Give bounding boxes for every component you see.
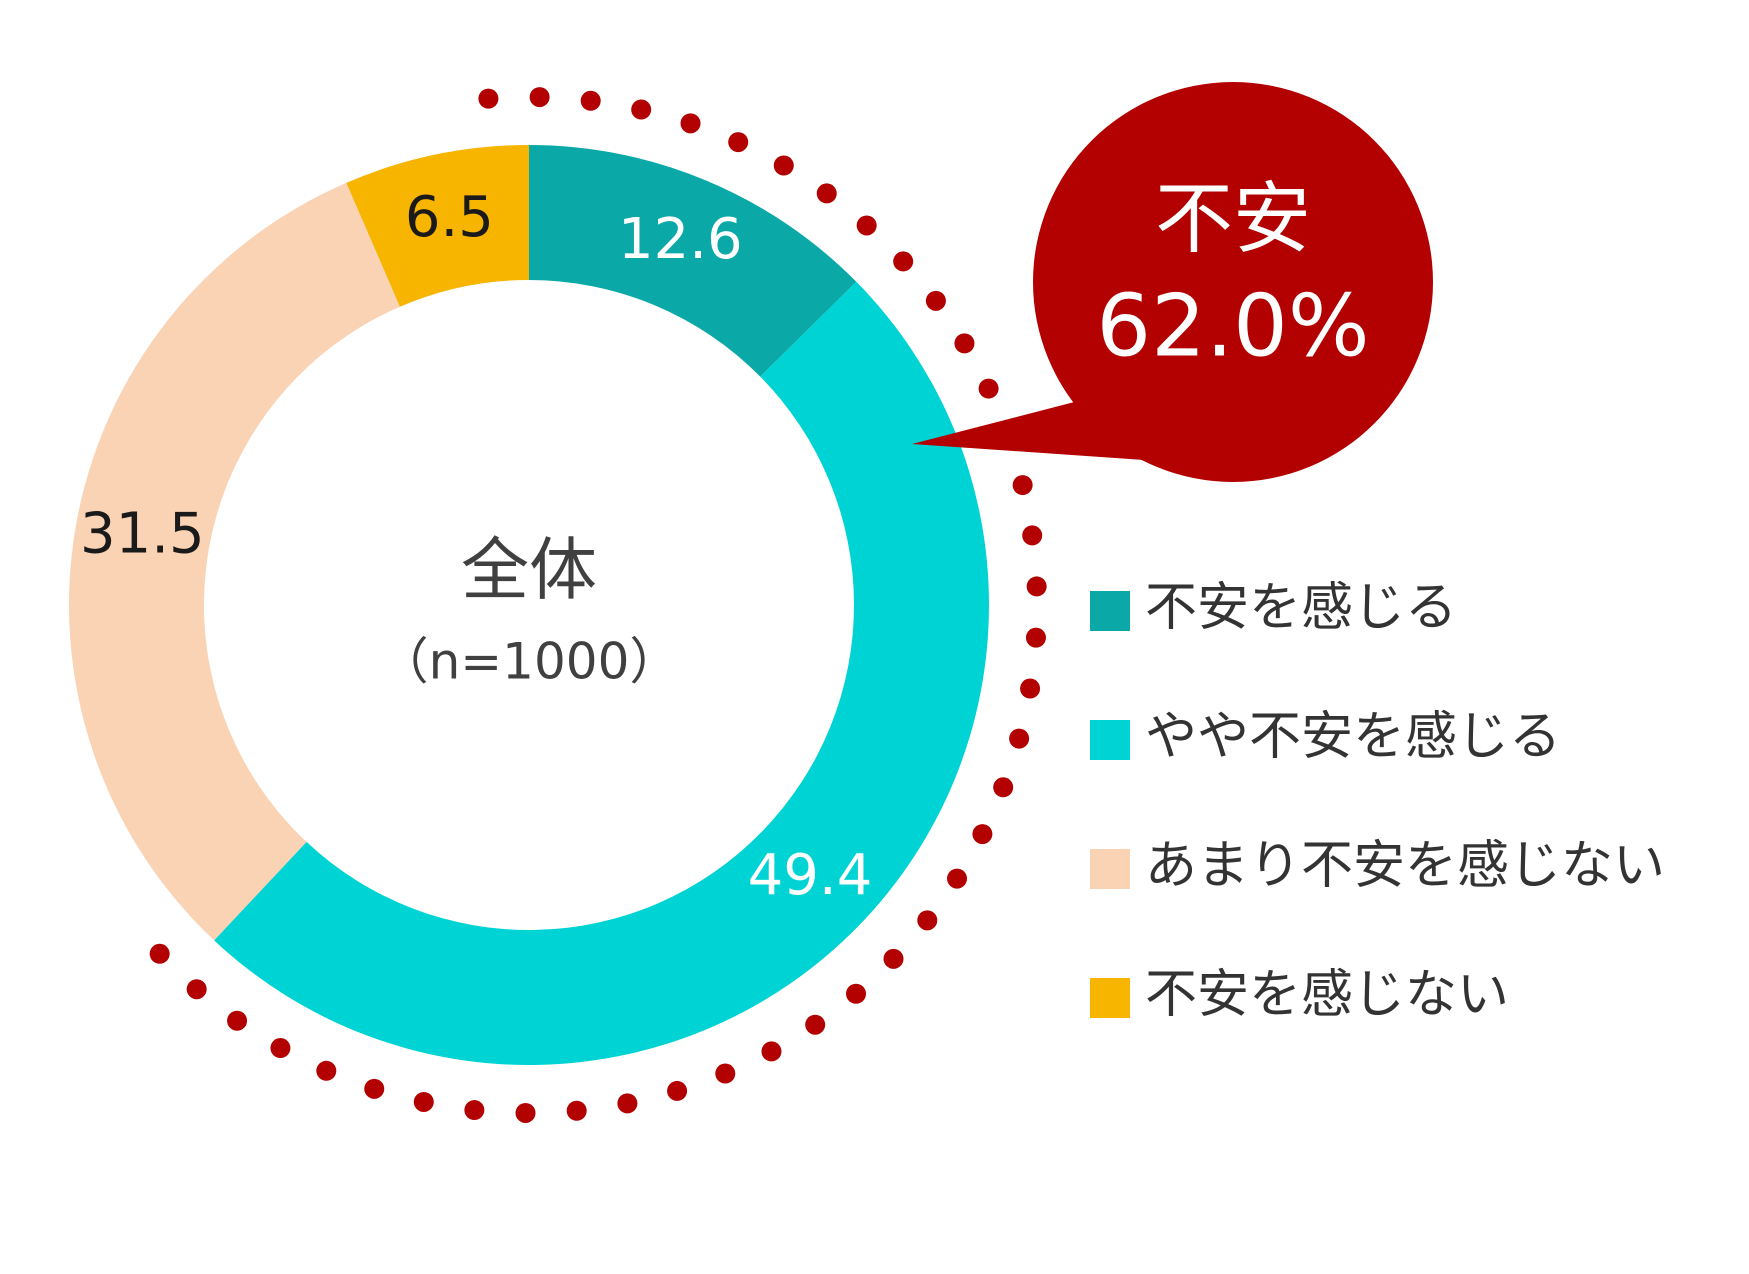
dotted-arc-dot — [413, 1091, 434, 1112]
donut-slice — [69, 182, 400, 941]
dotted-arc-dot — [1009, 728, 1030, 749]
dotted-arc-dot — [680, 113, 701, 134]
dotted-arc-dot — [947, 868, 968, 889]
dotted-arc-dot — [728, 132, 749, 153]
dotted-arc-dot — [1025, 627, 1046, 648]
dotted-arc-dot — [464, 1100, 485, 1121]
legend-swatch — [1090, 720, 1130, 760]
dotted-arc-dot — [529, 87, 550, 108]
donut-slice — [529, 145, 857, 377]
data-label: 6.5 — [405, 185, 494, 250]
dotted-arc-dot — [364, 1078, 385, 1099]
center-title: 全体 — [461, 532, 597, 611]
callout-value: 62.0% — [1096, 276, 1369, 376]
dotted-arc-dot — [925, 290, 946, 311]
legend-swatch — [1090, 591, 1130, 631]
dotted-arc-dot — [1012, 475, 1033, 496]
dotted-arc-dot — [617, 1093, 638, 1114]
callout-bubble — [1033, 82, 1433, 482]
dotted-arc-dot — [978, 378, 999, 399]
dotted-arc-dot — [478, 88, 499, 109]
center-subtitle: （n=1000） — [379, 633, 680, 691]
dotted-arc-dot — [667, 1080, 688, 1101]
dotted-arc-dot — [856, 215, 877, 236]
dotted-arc-dot — [1020, 678, 1041, 699]
donut-slice — [346, 145, 529, 307]
dotted-arc-dot — [846, 983, 867, 1004]
legend-swatch — [1090, 978, 1130, 1018]
legend-label: 不安を感じる — [1145, 578, 1457, 638]
dotted-arc-dot — [227, 1010, 248, 1031]
dotted-arc-dot — [316, 1060, 337, 1081]
dotted-arc-dot — [566, 1100, 587, 1121]
dotted-arc-dot — [270, 1038, 291, 1059]
legend-label: やや不安を感じる — [1145, 707, 1561, 767]
dotted-arc-dot — [580, 90, 601, 111]
dotted-arc-dot — [954, 333, 975, 354]
dotted-arc-dot — [186, 979, 207, 1000]
data-label: 49.4 — [748, 843, 873, 908]
data-label: 31.5 — [80, 502, 205, 567]
legend-swatch — [1090, 849, 1130, 889]
dotted-arc-dot — [972, 824, 993, 845]
dotted-arc-dot — [1026, 576, 1047, 597]
dotted-arc-dot — [773, 155, 794, 176]
dotted-arc-dot — [893, 251, 914, 272]
dotted-arc-dot — [515, 1102, 536, 1123]
legend-label: あまり不安を感じない — [1145, 836, 1665, 896]
dotted-arc-dot — [715, 1063, 736, 1084]
callout-text: 不安 — [1155, 174, 1311, 264]
dotted-arc-dot — [149, 943, 170, 964]
legend-label: 不安を感じない — [1145, 965, 1509, 1025]
dotted-arc-dot — [917, 910, 938, 931]
dotted-arc-dot — [1022, 525, 1043, 546]
dotted-arc-dot — [883, 948, 904, 969]
dotted-arc-dot — [816, 183, 837, 204]
dotted-arc-dot — [631, 99, 652, 120]
dotted-arc-dot — [805, 1014, 826, 1035]
dotted-arc-dot — [993, 777, 1014, 798]
dotted-arc-dot — [761, 1041, 782, 1062]
donut-slice — [214, 281, 989, 1065]
data-label: 12.6 — [618, 207, 743, 272]
